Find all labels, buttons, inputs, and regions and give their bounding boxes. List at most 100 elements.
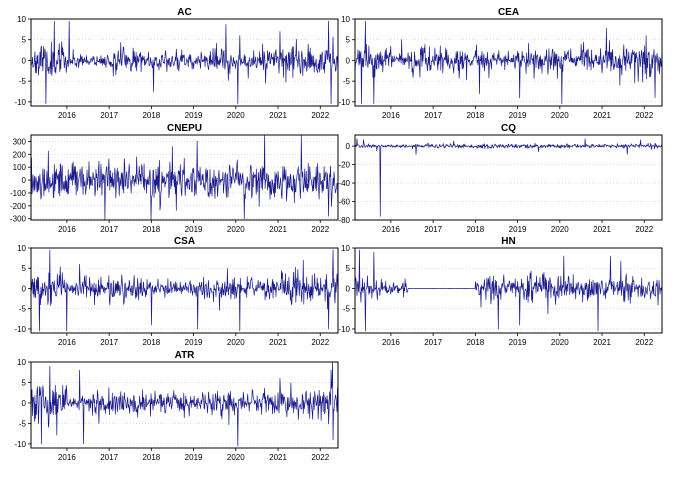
x-tick-label-cnepu: 2018: [142, 225, 160, 234]
panel-title-hn: HN: [501, 236, 515, 247]
x-tick-label-cnepu: 2020: [227, 225, 245, 234]
series-line-cnepu: [30, 134, 339, 221]
x-tick-label-cnepu: 2016: [58, 225, 76, 234]
x-tick-label-csa: 2016: [58, 338, 76, 347]
x-tick-label-hn: 2021: [593, 338, 611, 347]
x-tick-label-hn: 2022: [635, 338, 653, 347]
x-tick-label-atr: 2018: [142, 453, 160, 462]
y-tick-label-ac: 0: [22, 56, 27, 65]
x-tick-label-atr: 2017: [100, 453, 118, 462]
panel-frame-atr: [30, 361, 339, 449]
x-tick-label-cq: 2022: [635, 225, 653, 234]
panel-frame-hn: [354, 247, 663, 334]
y-tick-label-csa: -5: [19, 305, 27, 314]
panel-title-ac: AC: [177, 7, 191, 18]
x-tick-label-atr: 2022: [311, 453, 329, 462]
panel-ac: AC -10 -5 0 5 10 2016 2017 2018 2019 2020 2021 2022: [14, 7, 339, 120]
panel-frame-ac: [30, 18, 339, 107]
x-tick-label-cq: 2021: [593, 225, 611, 234]
y-tick-label-cea: -10: [338, 98, 350, 107]
y-tick-label-hn: -10: [338, 325, 350, 334]
x-tick-label-ac: 2022: [311, 111, 329, 120]
panel-frame-cnepu: [30, 134, 339, 221]
panel-frame-cq: [354, 134, 663, 221]
x-tick-label-cea: 2017: [424, 111, 442, 120]
x-tick-label-cq: 2018: [466, 225, 484, 234]
x-tick-label-atr: 2020: [227, 453, 245, 462]
x-tick-label-cea: 2021: [593, 111, 611, 120]
y-tick-label-cea: 0: [346, 56, 351, 65]
y-tick-label-ac: 5: [22, 36, 27, 45]
x-tick-label-csa: 2019: [185, 338, 203, 347]
y-tick-label-csa: 0: [22, 284, 27, 293]
y-tick-label-cnepu: -200: [10, 202, 27, 211]
x-tick-label-cq: 2020: [551, 225, 569, 234]
x-tick-label-csa: 2017: [100, 338, 118, 347]
series-line-cq: [354, 138, 663, 217]
x-tick-label-hn: 2016: [382, 338, 400, 347]
x-tick-label-cnepu: 2022: [311, 225, 329, 234]
panel-title-atr: ATR: [175, 350, 196, 361]
y-tick-label-ac: 10: [17, 15, 26, 24]
panel-cnepu: CNEPU -300 -200 -100 0 100 200 300 2016 2017 2018 2…: [10, 123, 339, 234]
x-tick-label-cnepu: 2017: [100, 225, 118, 234]
x-tick-label-ac: 2016: [58, 111, 76, 120]
y-tick-label-cq: -40: [338, 179, 350, 188]
x-tick-label-hn: 2019: [509, 338, 527, 347]
y-tick-label-hn: 10: [341, 244, 350, 253]
y-tick-label-hn: 5: [346, 264, 351, 273]
y-tick-label-cnepu: -100: [10, 189, 27, 198]
panel-frame-cea: [354, 18, 663, 107]
x-tick-label-cea: 2020: [551, 111, 569, 120]
panel-frame-csa: [30, 247, 339, 334]
x-tick-label-atr: 2021: [269, 453, 287, 462]
y-tick-label-cea: -5: [343, 77, 351, 86]
y-tick-label-atr: 0: [22, 399, 27, 408]
x-tick-label-ac: 2020: [227, 111, 245, 120]
x-tick-label-cq: 2016: [382, 225, 400, 234]
y-tick-label-atr: 5: [22, 378, 27, 387]
y-tick-label-ac: -5: [19, 77, 27, 86]
series-line-csa: [30, 249, 339, 332]
y-tick-label-cnepu: 0: [22, 176, 27, 185]
x-tick-label-ac: 2021: [269, 111, 287, 120]
y-tick-label-atr: -10: [14, 440, 26, 449]
y-tick-label-cnepu: -300: [10, 215, 27, 224]
y-tick-label-cq: 0: [346, 142, 351, 151]
y-tick-label-hn: -5: [343, 305, 351, 314]
y-tick-label-cq: -80: [338, 216, 350, 225]
panel-csa: CSA -10 -5 0 5 10 2016 2017 2018 2019 2020 2021 2022: [14, 236, 339, 347]
x-tick-label-ac: 2017: [100, 111, 118, 120]
y-tick-label-atr: -5: [19, 419, 27, 428]
x-tick-label-ac: 2019: [185, 111, 203, 120]
y-tick-label-csa: 10: [17, 244, 26, 253]
y-tick-label-cnepu: 300: [13, 137, 27, 146]
panel-cea: CEA -10 -5 0 5 10 2016 2017 2018 2019 2020 2021 2022: [338, 7, 663, 120]
panel-atr: ATR -10 -5 0 5 10 2016 2017 2018 2019 2020 2021 2022: [14, 350, 339, 462]
y-tick-label-cq: -20: [338, 161, 350, 170]
x-tick-label-hn: 2018: [466, 338, 484, 347]
y-tick-label-atr: 10: [17, 358, 26, 367]
x-tick-label-csa: 2021: [269, 338, 287, 347]
panel-hn: HN -10 -5 0 5 10 2016 2017 2018 2019 2020 2021 2022: [338, 236, 663, 347]
panel-title-cnepu: CNEPU: [167, 123, 202, 134]
x-tick-label-cq: 2017: [424, 225, 442, 234]
x-tick-label-cea: 2016: [382, 111, 400, 120]
y-tick-label-cq: -60: [338, 198, 350, 207]
series-line-hn: [354, 249, 663, 332]
x-tick-label-csa: 2018: [142, 338, 160, 347]
series-line-cea: [354, 20, 663, 105]
y-tick-label-cnepu: 200: [13, 150, 27, 159]
x-tick-label-ac: 2018: [142, 111, 160, 120]
panel-title-cq: CQ: [501, 123, 516, 134]
y-tick-label-csa: -10: [14, 325, 26, 334]
y-tick-label-hn: 0: [346, 284, 351, 293]
y-tick-label-cea: 5: [346, 36, 351, 45]
x-tick-label-csa: 2020: [227, 338, 245, 347]
x-tick-label-hn: 2017: [424, 338, 442, 347]
panel-title-csa: CSA: [174, 236, 195, 247]
panel-cq: CQ -80 -60 -40 -20 0 2016 2017 2018 2019 2020 2021 2…: [338, 123, 663, 234]
x-tick-label-cq: 2019: [509, 225, 527, 234]
x-tick-label-hn: 2020: [551, 338, 569, 347]
